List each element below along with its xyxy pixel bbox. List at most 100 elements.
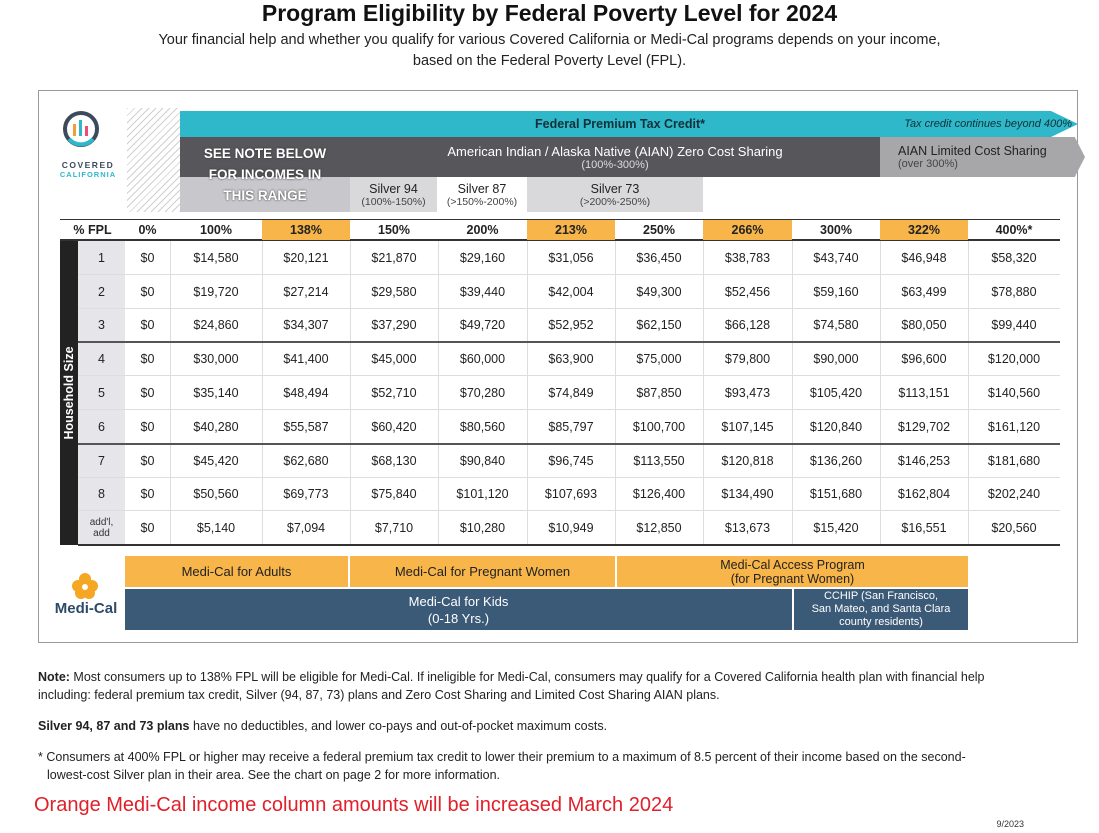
column-divider [968,241,969,546]
household-size: 8 [98,487,105,502]
column-header: 250% [643,223,675,237]
income-cell: $96,745 [548,453,594,468]
row-axis-bar: Household Size [60,241,78,546]
income-cell: $20,121 [283,250,329,265]
cchip-line: San Mateo, and Santa Clara [811,603,951,615]
aian-zero-label: American Indian / Alaska Native (AIAN) Z… [447,143,783,159]
income-cell: $36,450 [636,250,682,265]
income-cell: $37,290 [371,318,417,333]
see-note-light [180,177,350,212]
income-cell: $60,420 [371,419,417,434]
income-cell: $0 [140,386,155,401]
household-size: 3 [98,318,105,333]
household-size-line: add [93,528,110,540]
household-size-line: add'l, [89,517,114,529]
income-cell: $62,150 [636,318,682,333]
income-cell: $0 [140,487,155,502]
column-divider [527,241,528,546]
medi-cal-kids-line: Medi-Cal for Kids [408,593,509,609]
note: * Consumers at 400% FPL or higher may re… [38,748,998,784]
size-column [78,241,125,546]
silver-box: Silver 73 (>200%-250%) [527,177,703,212]
silver-label: Silver 87 [457,181,507,196]
silver-range: (>200%-250%) [579,195,651,208]
subtitle: based on the Federal Poverty Level (FPL)… [412,53,687,69]
row-divider [78,476,1060,478]
income-cell: $24,860 [193,318,239,333]
income-cell: $120,840 [809,419,863,434]
see-note-dark [180,137,350,177]
note-text: Most consumers up to 138% FPL will be el… [38,670,985,702]
income-cell: $50,560 [193,487,239,502]
row-axis-label: Household Size [62,346,76,440]
income-cell: $146,253 [897,453,951,468]
income-cell: $46,948 [901,250,947,265]
income-cell: $40,280 [193,419,239,434]
income-cell: $69,773 [283,487,329,502]
column-divider [615,241,616,546]
income-cell: $93,473 [724,386,771,401]
income-cell: $29,580 [371,284,417,299]
table-bottom [78,544,1060,547]
row-divider [78,510,1060,512]
income-cell: $63,900 [548,352,594,367]
income-cell: $70,280 [459,386,506,401]
row-divider [78,341,1060,344]
income-cell: $202,240 [987,487,1041,502]
medi-cal-icon [72,573,98,599]
income-cell: $7,094 [286,521,326,536]
income-cell: $10,949 [548,521,594,536]
column-header: 400%* [995,223,1033,237]
income-cell: $58,320 [991,250,1037,265]
income-cell: $49,300 [636,284,682,299]
note-bold: Silver 94, 87 and 73 plans [38,719,190,733]
column-header: 266% [703,220,792,240]
income-cell: $151,680 [809,487,863,502]
silver-box: Silver 94 (100%-150%) [350,177,437,212]
income-cell: $101,120 [456,487,509,502]
medi-cal-brand: Medi-Cal [54,600,118,617]
income-cell: $29,160 [459,250,506,265]
income-cell: $62,680 [283,453,329,468]
income-cell: $66,128 [724,318,771,333]
income-cell: $107,693 [544,487,598,502]
income-cell: $52,710 [371,386,417,401]
income-cell: $80,560 [459,419,506,434]
income-cell: $39,440 [459,284,506,299]
cchip-line: county residents) [839,616,923,628]
income-cell: $0 [140,352,155,367]
income-cell: $15,420 [813,521,859,536]
silver-box: Silver 87 (>150%-200%) [437,177,527,212]
silver-range: (>150%-200%) [446,195,518,208]
logo-line: CALIFORNIA [59,170,117,179]
income-cell: $0 [140,453,155,468]
aian-zero-bar: American Indian / Alaska Native (AIAN) Z… [350,137,880,177]
column-divider [792,241,793,546]
column-header: 0% [138,223,157,237]
income-cell: $99,440 [991,318,1037,333]
income-cell: $136,260 [809,453,863,468]
income-cell: $12,850 [636,521,682,536]
see-note-line: SEE NOTE BELOW [203,146,327,161]
income-cell: $5,140 [196,521,236,536]
income-cell: $0 [140,284,155,299]
income-cell: $85,797 [548,419,594,434]
row-divider [78,375,1060,377]
frame [38,90,1078,643]
medi-cal-adults: Medi-Cal for Adults [125,556,348,587]
income-cell: $68,130 [371,453,417,468]
income-cell: $42,004 [548,284,594,299]
subtitle: Your financial help and whether you qual… [158,32,941,48]
household-size: add'l, add [78,511,125,545]
income-cell: $10,280 [459,521,506,536]
row-divider [78,307,1060,309]
income-cell: $107,145 [721,419,774,434]
income-cell: $63,499 [901,284,947,299]
household-size: 2 [98,284,105,299]
income-cell: $45,000 [371,352,417,367]
income-cell: $7,710 [374,521,414,536]
column-divider [262,241,263,546]
note-text: * Consumers at 400% FPL or higher may re… [38,750,966,782]
income-cell: $96,600 [901,352,947,367]
income-cell: $90,000 [813,352,859,367]
